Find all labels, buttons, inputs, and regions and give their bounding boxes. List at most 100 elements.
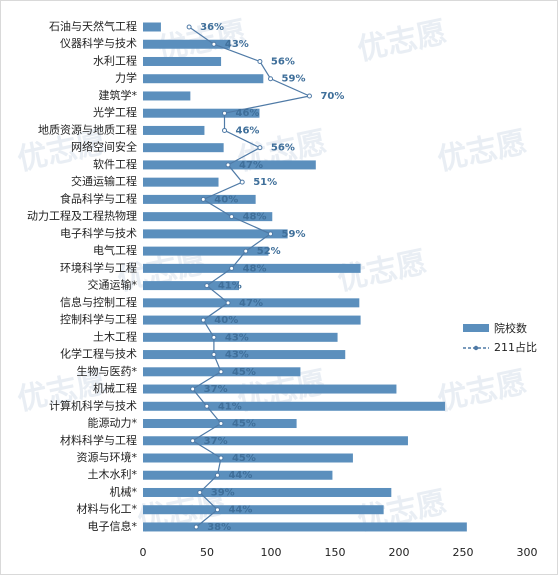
category-label: 水利工程 <box>93 54 137 67</box>
category-label: 电子信息* <box>88 519 138 533</box>
category-label: 环境科学与工程 <box>60 260 137 274</box>
x-tick-label: 0 <box>140 546 147 559</box>
ratio-label: 41% <box>218 401 242 412</box>
ratio-label: 59% <box>282 74 306 85</box>
bar <box>143 125 205 135</box>
ratio-label: 39% <box>211 487 235 498</box>
ratio-label: 44% <box>228 505 252 516</box>
bar <box>143 143 224 153</box>
ratio-marker <box>268 231 274 237</box>
bar <box>143 453 353 463</box>
category-label: 计算机科学与技术 <box>49 398 137 412</box>
legend-bar-label: 院校数 <box>494 321 527 335</box>
ratio-marker <box>214 507 220 513</box>
x-tick-label: 250 <box>453 546 474 559</box>
bar <box>143 384 397 394</box>
ratio-label: 45% <box>232 419 256 430</box>
ratio-label: 40% <box>214 194 238 205</box>
category-label: 仪器科学与技术 <box>60 36 137 50</box>
bar <box>143 487 392 497</box>
bar <box>143 470 333 480</box>
bar <box>143 315 361 325</box>
ratio-label: 46% <box>236 108 260 119</box>
category-label: 光学工程 <box>93 105 137 119</box>
category-label: 交通运输* <box>88 278 138 292</box>
ratio-marker <box>229 214 235 220</box>
ratio-label: 43% <box>225 350 249 361</box>
ratio-marker <box>193 524 199 530</box>
ratio-marker <box>190 438 196 444</box>
category-label: 信息与控制工程 <box>60 295 137 309</box>
ratio-label: 41% <box>218 281 242 292</box>
category-label: 资源与环境* <box>77 450 138 464</box>
ratio-marker <box>222 127 228 133</box>
ratio-label: 46% <box>236 125 260 136</box>
ratio-label: 36% <box>200 22 224 33</box>
ratio-marker <box>204 403 210 409</box>
ratio-label: 37% <box>204 384 228 395</box>
ratio-label: 47% <box>239 160 263 171</box>
ratio-marker <box>218 455 224 461</box>
category-label: 电子科学与技术 <box>60 226 137 240</box>
category-label: 土木工程 <box>93 330 137 343</box>
ratio-marker <box>225 162 231 168</box>
category-label: 材料科学与工程 <box>60 433 137 447</box>
bar <box>143 194 256 204</box>
category-label: 控制科学与工程 <box>60 312 137 326</box>
ratio-marker <box>229 265 235 271</box>
category-label: 石油与天然气工程 <box>49 19 137 33</box>
category-label: 动力工程及工程热物理 <box>27 209 137 223</box>
ratio-marker <box>211 41 217 47</box>
ratio-marker <box>204 283 210 289</box>
bar <box>143 177 219 187</box>
ratio-label: 43% <box>225 332 249 343</box>
ratio-marker <box>211 334 217 340</box>
bar <box>143 522 467 532</box>
category-label: 机械* <box>110 484 138 498</box>
category-label: 能源动力* <box>88 416 138 430</box>
category-label: 电气工程 <box>93 243 137 257</box>
ratio-label: 70% <box>320 91 344 102</box>
ratio-label: 56% <box>271 143 295 154</box>
ratio-label: 43% <box>225 39 249 50</box>
ratio-label: 40% <box>214 315 238 326</box>
legend-bar-swatch <box>463 324 489 332</box>
bar <box>143 350 346 360</box>
legend-line-marker <box>473 345 479 351</box>
x-tick-label: 200 <box>389 546 410 559</box>
bar <box>143 281 239 291</box>
watermark-text: 优志愿 <box>434 365 529 418</box>
ratio-labels: 36%43%56%59%70%46%46%56%47%51%40%48%59%5… <box>200 22 344 533</box>
legend: 院校数 211占比 <box>463 321 537 354</box>
x-axis-ticks: 0 50 100 150 200 250 300 <box>140 546 538 559</box>
bar <box>143 436 408 446</box>
ratio-marker <box>257 145 263 151</box>
ratio-label: 47% <box>239 298 263 309</box>
watermark-text: 优志愿 <box>354 15 449 68</box>
ratio-marker <box>306 93 312 99</box>
bar <box>143 332 338 342</box>
bar <box>143 263 361 273</box>
ratio-marker <box>218 369 224 375</box>
bar <box>143 505 384 515</box>
category-label: 土木水利* <box>88 468 138 481</box>
ratio-marker <box>268 76 274 82</box>
ratio-marker <box>214 472 220 478</box>
category-label: 地质资源与地质工程 <box>38 122 137 136</box>
ratio-line <box>186 24 312 530</box>
ratio-marker <box>257 58 263 64</box>
ratio-label: 48% <box>243 263 267 274</box>
category-label: 力学 <box>115 71 137 85</box>
ratio-label: 37% <box>204 436 228 447</box>
ratio-label: 38% <box>207 522 231 533</box>
ratio-marker <box>190 386 196 392</box>
ratio-marker <box>218 421 224 427</box>
bar <box>143 56 222 66</box>
x-tick-label: 100 <box>261 546 282 559</box>
ratio-marker <box>239 179 245 185</box>
category-label: 软件工程 <box>93 157 137 171</box>
ratio-label: 45% <box>232 453 256 464</box>
ratio-label: 45% <box>232 367 256 378</box>
